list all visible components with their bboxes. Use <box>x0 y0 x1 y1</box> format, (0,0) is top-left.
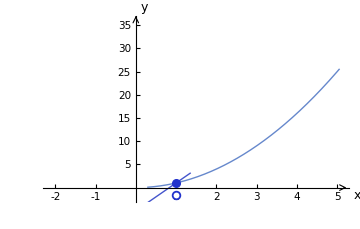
Text: x: x <box>353 189 360 202</box>
Text: y: y <box>141 1 148 14</box>
